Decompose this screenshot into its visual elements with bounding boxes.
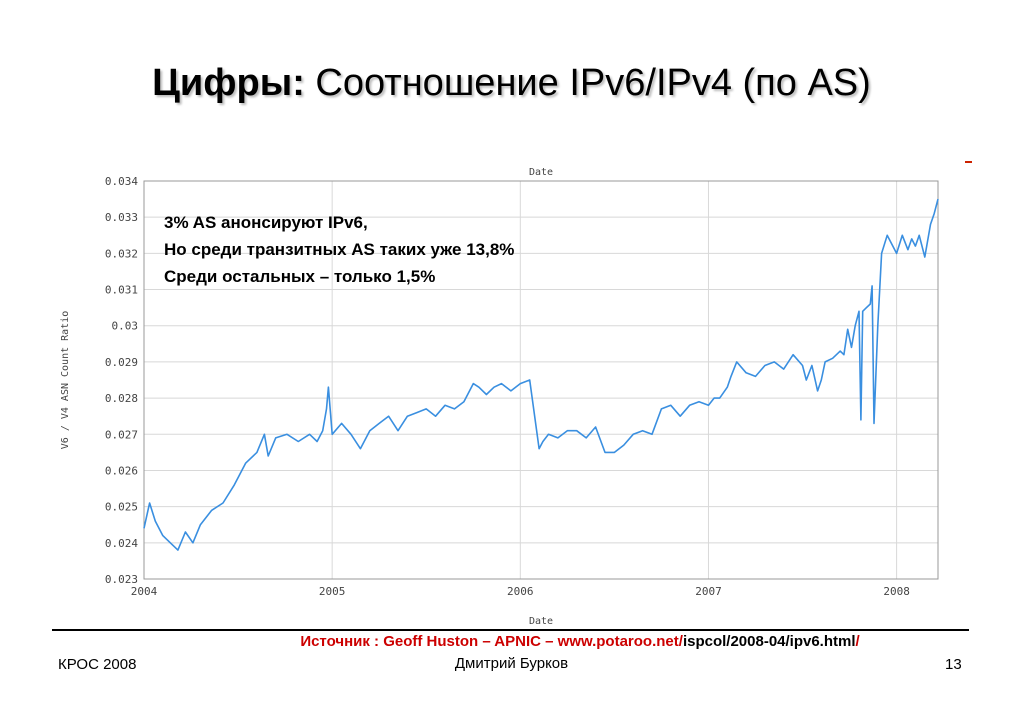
x-tick-label: 2005 (319, 585, 346, 598)
source-prefix: Источник : Geoff Huston – APNIC – www.po… (300, 633, 683, 650)
ratio-line-chart: 0.023 0.024 0.025 0.026 0.027 0.028 0.029 0.03 0… (60, 161, 972, 627)
y-axis-label: V6 / V4 ASN Count Ratio (60, 311, 71, 449)
source-citation: Источник : Geoff Huston – APNIC – www.po… (0, 633, 1023, 650)
footer-author: Дмитрий Бурков (454, 655, 569, 672)
x-axis-top-label: Date (529, 167, 553, 178)
annotation-line-2: Но среди транзитных AS таких уже 13,8% (164, 240, 514, 259)
slide-title: Цифры: Соотношение IPv6/IPv4 (по AS) (0, 62, 1023, 105)
x-tick-label: 2007 (695, 585, 722, 598)
y-tick-label: 0.033 (105, 211, 138, 224)
y-tick-label: 0.027 (105, 428, 138, 441)
y-tick-label: 0.031 (105, 284, 138, 297)
y-tick-label: 0.032 (105, 247, 138, 260)
series-line (143, 198, 939, 551)
x-axis-label: Date (529, 616, 553, 627)
source-path: ispcol/2008-04/ipv6.html (682, 633, 856, 650)
y-tick-label: 0.03 (112, 320, 139, 333)
y-tick-label: 0.029 (105, 356, 138, 369)
slide-title-bold: Цифры: (152, 62, 305, 104)
y-tick-label: 0.028 (105, 392, 138, 405)
chart-annotations: 3% AS анонсируют IPv6, Но среди транзитн… (164, 213, 514, 286)
annotation-line-3: Среди остальных – только 1,5% (164, 267, 435, 286)
y-tick-label: 0.034 (105, 175, 138, 188)
plot-frame (143, 180, 939, 580)
y-tick-label: 0.024 (105, 537, 138, 550)
annotation-line-1: 3% AS анонсируют IPv6, (164, 213, 368, 232)
page-number: 13 (945, 656, 962, 673)
y-tick-label: 0.025 (105, 501, 138, 514)
corner-marker (965, 161, 972, 163)
x-axis-ticks: 2004 2005 2006 2007 2008 (131, 585, 910, 598)
x-tick-label: 2006 (507, 585, 534, 598)
footer-event: КРОС 2008 (58, 656, 137, 673)
x-tick-label: 2008 (883, 585, 910, 598)
y-tick-label: 0.026 (105, 464, 138, 477)
y-axis-ticks: 0.023 0.024 0.025 0.026 0.027 0.028 0.029 0.03 0… (105, 175, 138, 586)
x-tick-label: 2004 (131, 585, 158, 598)
source-suffix: / (855, 633, 860, 650)
y-tick-label: 0.023 (105, 573, 138, 586)
footer-divider (52, 629, 969, 631)
slide-title-rest: Соотношение IPv6/IPv4 (по AS) (315, 62, 871, 104)
